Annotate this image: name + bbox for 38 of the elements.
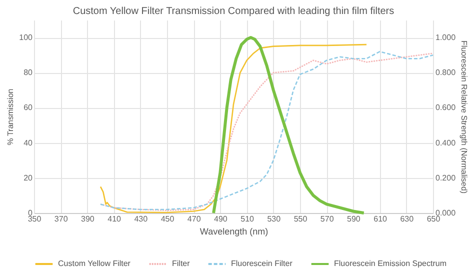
y-tick-label: 100	[19, 33, 34, 42]
legend-label: Fluorescein Emission Spectrum	[334, 259, 447, 268]
x-tick-label: 390	[81, 214, 95, 224]
y-axis-title: % Transmission	[6, 88, 16, 146]
x-tick-label: 630	[400, 214, 414, 224]
x-tick-label: 570	[320, 214, 334, 224]
legend-label: Filter	[172, 259, 190, 268]
y2-tick-label: 0.200	[436, 173, 456, 182]
x-tick-label: 470	[187, 214, 202, 224]
y-tick-label: 40	[24, 138, 34, 148]
x-axis-title: Wavelength (nm)	[200, 226, 268, 236]
y-tick-label: 20	[24, 173, 34, 182]
x-tick-label: 590	[347, 214, 361, 224]
x-tick-label: 490	[214, 214, 228, 224]
x-tick-label: 550	[294, 214, 308, 224]
y-tick-label: 60	[24, 103, 34, 112]
chart-title: Custom Yellow Filter Transmission Compared with leading thin film filters	[72, 6, 394, 17]
x-tick-label: 350	[28, 214, 42, 224]
legend-label: Fluorescein Filter	[231, 259, 293, 268]
y2-tick-label: 1.000	[436, 33, 456, 42]
x-tick-label: 410	[108, 214, 122, 224]
x-tick-label: 610	[374, 214, 388, 224]
y2-tick-label: 0.600	[436, 103, 456, 112]
x-tick-label: 530	[267, 214, 282, 224]
y2-tick-label: 0.400	[436, 138, 456, 148]
x-tick-label: 450	[160, 214, 175, 224]
legend-label: Custom Yellow Filter	[58, 259, 131, 268]
y2-tick-label: 0.000	[436, 208, 456, 218]
line-series	[100, 44, 368, 214]
y2-tick-label: 0.800	[436, 68, 456, 78]
y-tick-label: 0	[28, 208, 34, 218]
x-tick-label: 510	[240, 214, 255, 224]
line-series	[212, 36, 366, 214]
x-tick-label: 370	[54, 214, 68, 224]
y-tick-label: 80	[24, 68, 34, 78]
x-tick-label: 650	[426, 214, 441, 224]
y2-axis-title: Fluorescein Relative Strength (Normalised)	[460, 40, 469, 194]
x-tick-label: 430	[134, 214, 148, 224]
